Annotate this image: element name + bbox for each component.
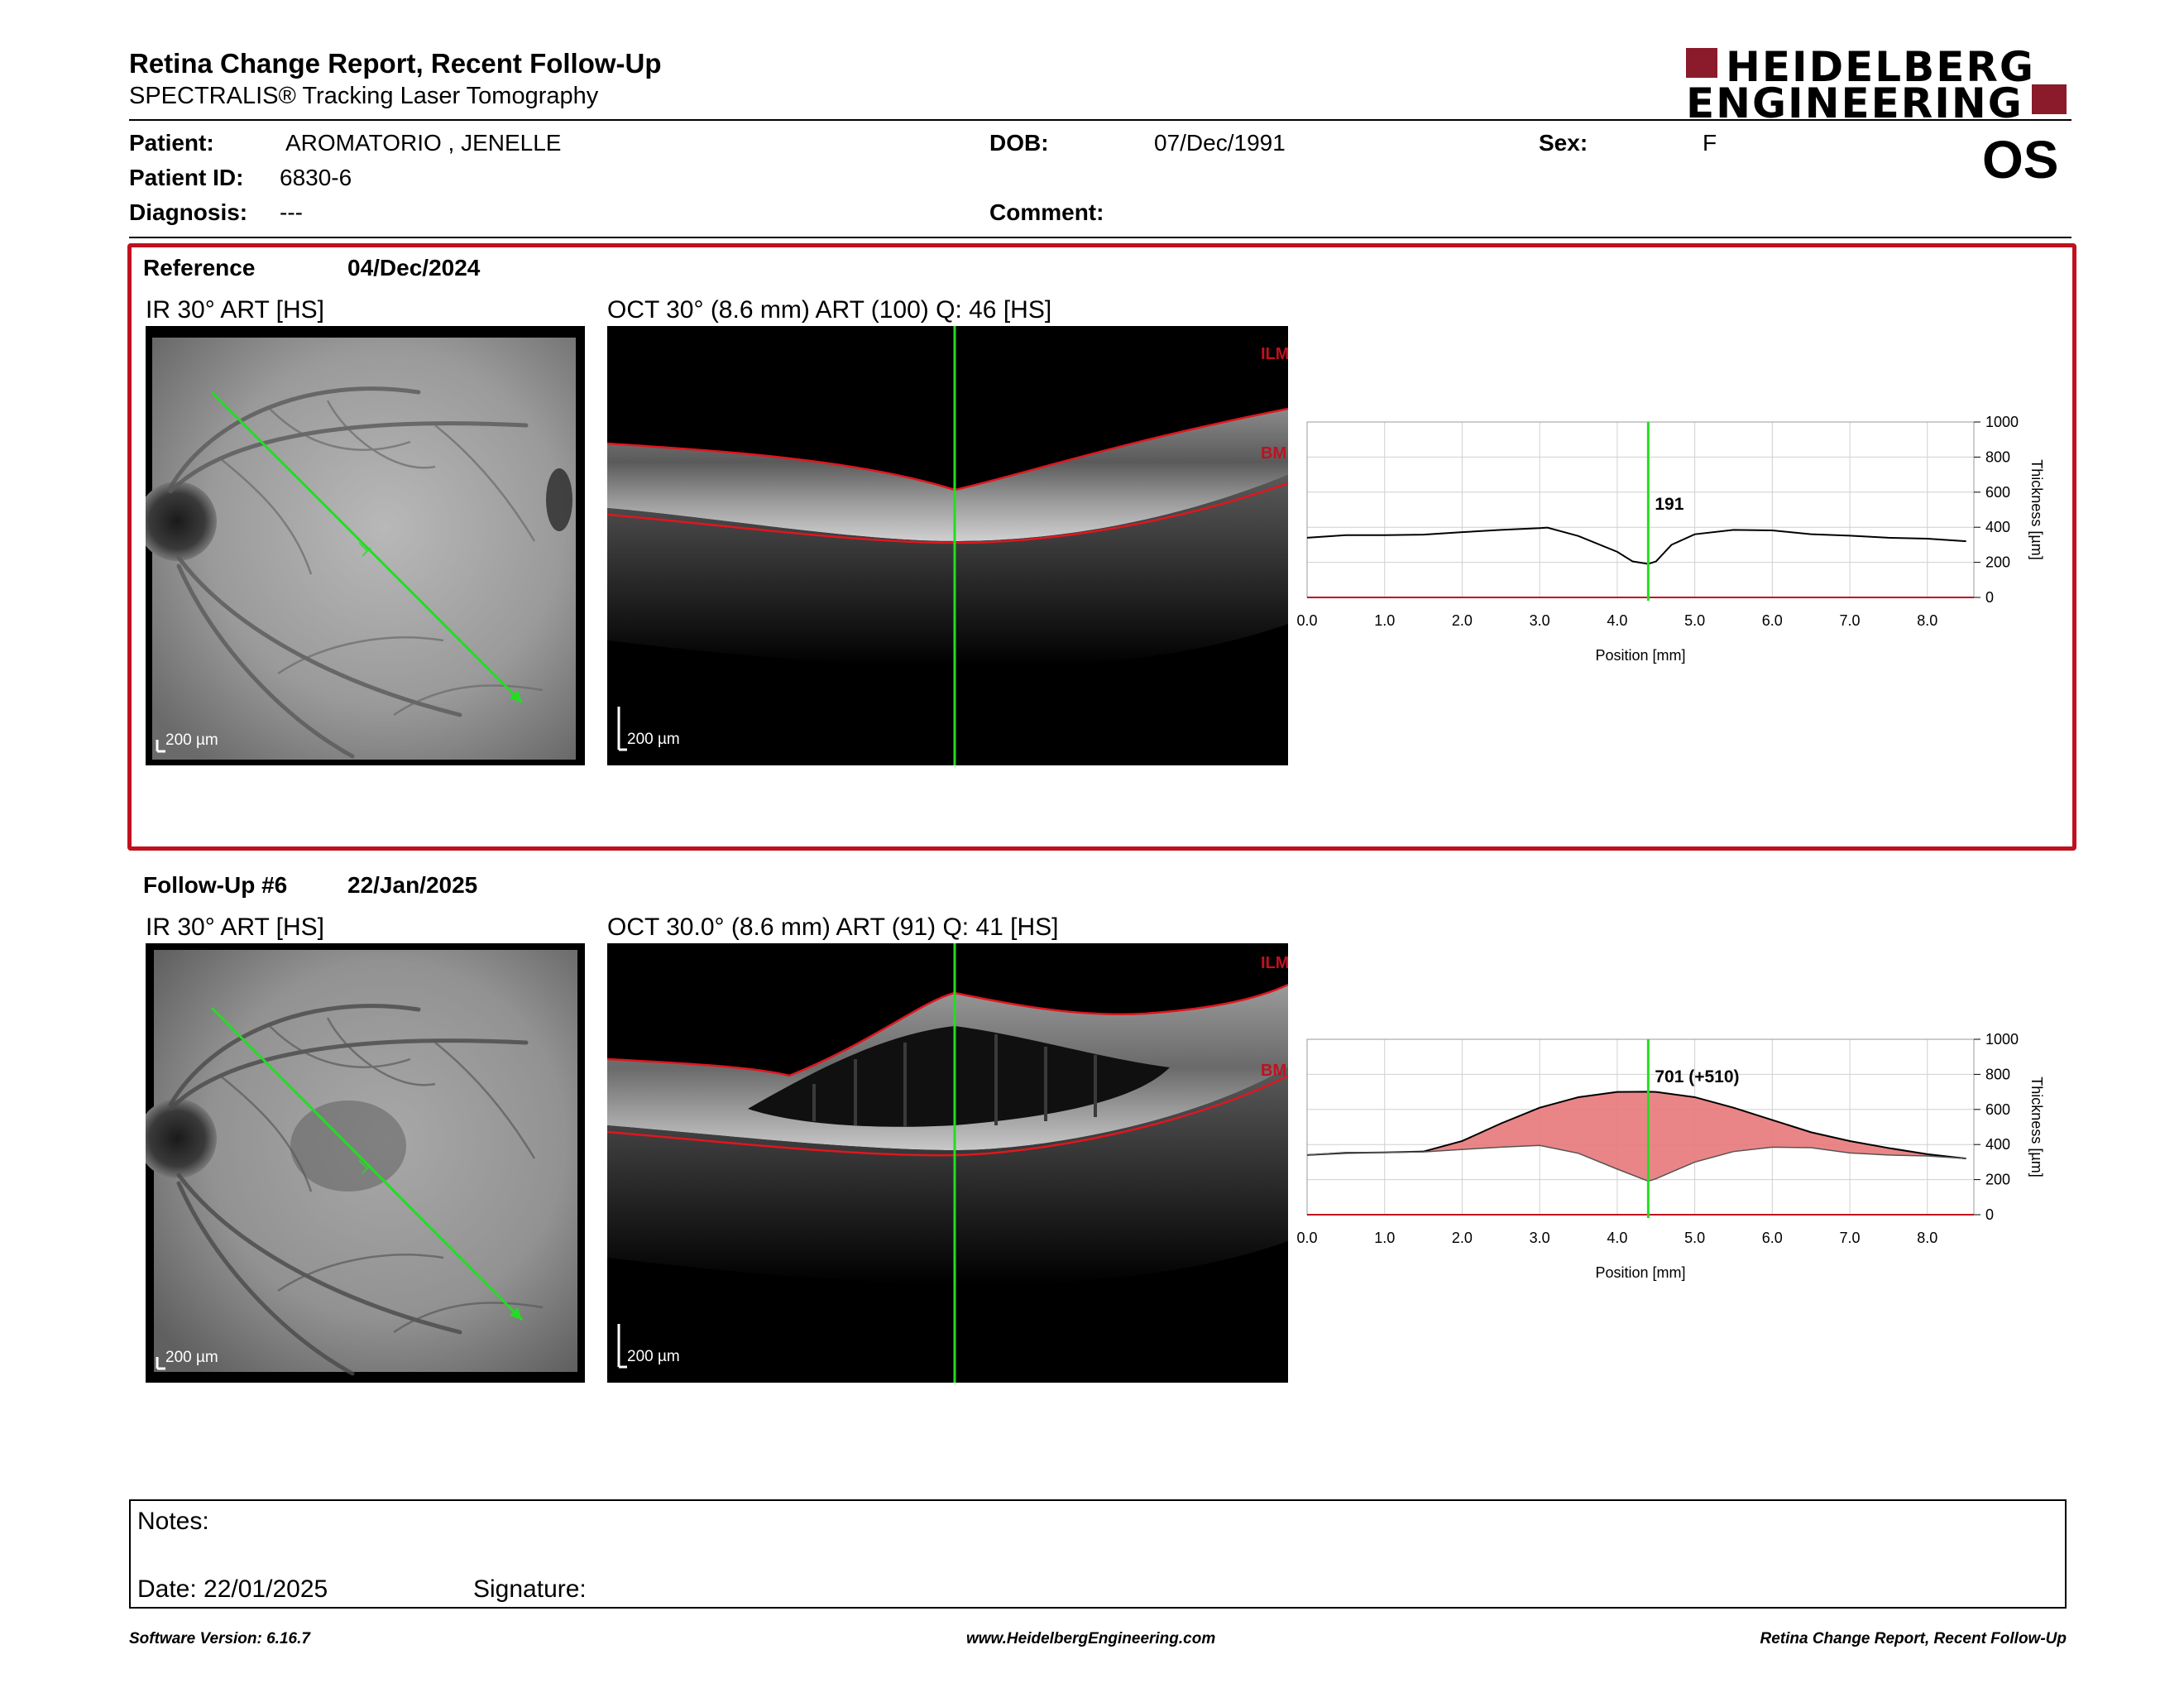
reference-thickness-chart: 0 200 400 600 800 1000 Thickness [µm] 0.0 1.0 2.0… bbox=[1291, 405, 2085, 687]
fu-chart-xtick-label: 8.0 bbox=[1917, 1230, 1937, 1246]
sex-label: Sex: bbox=[1539, 130, 1588, 156]
ref-chart-ytick-label: 200 bbox=[1985, 554, 2010, 571]
ref-chart-xtick-label: 0.0 bbox=[1296, 612, 1317, 629]
dob-value: 07/Dec/1991 bbox=[1154, 130, 1286, 156]
ref-chart-plot-frame bbox=[1306, 421, 1975, 598]
fu-chart-ytick-label: 200 bbox=[1985, 1172, 2010, 1188]
fu-chart-value-label: 701 (+510) bbox=[1655, 1067, 1739, 1086]
fu-chart-xtick-label: 5.0 bbox=[1684, 1230, 1705, 1246]
ref-chart-xlabel: Position [mm] bbox=[1595, 647, 1685, 664]
ref-chart-ylabel: Thickness [µm] bbox=[2028, 459, 2045, 559]
followup-oct-image[interactable]: ILM BM 200 µm bbox=[607, 943, 1288, 1383]
fu-chart-xtick-label: 1.0 bbox=[1374, 1230, 1395, 1246]
ref-chart-xtick-label: 1.0 bbox=[1374, 612, 1395, 629]
ref-chart-ytick-label: 800 bbox=[1985, 448, 2010, 465]
reference-ilm-label: ILM bbox=[1261, 345, 1288, 363]
followup-date: 22/Jan/2025 bbox=[347, 872, 478, 898]
fu-chart-ytick-label: 400 bbox=[1985, 1136, 2010, 1153]
followup-ilm-label: ILM bbox=[1261, 954, 1288, 972]
ref-chart-ytick-label: 400 bbox=[1985, 519, 2010, 535]
diagnosis-label: Diagnosis: bbox=[129, 199, 248, 225]
header-divider bbox=[129, 119, 2071, 121]
followup-thickness-chart: 0 200 400 600 800 1000 Thickness [µm] 0.0 1.0 2.0… bbox=[1291, 1023, 2085, 1304]
ref-chart-value-label: 191 bbox=[1655, 495, 1684, 514]
ref-chart-xtick-label: 4.0 bbox=[1607, 612, 1627, 629]
fu-chart-ytick-label: 800 bbox=[1985, 1066, 2010, 1082]
reference-label: Reference bbox=[143, 255, 256, 281]
followup-oct-caption: OCT 30.0° (8.6 mm) ART (91) Q: 41 [HS] bbox=[607, 914, 1059, 941]
patient-label: Patient: bbox=[129, 130, 214, 156]
website-link[interactable]: www.HeidelbergEngineering.com bbox=[966, 1630, 1216, 1647]
report-subtitle: SPECTRALIS® Tracking Laser Tomography bbox=[129, 83, 599, 109]
sex-value: F bbox=[1703, 130, 1717, 156]
report-title: Retina Change Report, Recent Follow-Up bbox=[129, 48, 662, 79]
reference-oct-image[interactable]: ILM BM 200 µm bbox=[607, 326, 1288, 765]
fu-chart-xtick-label: 0.0 bbox=[1296, 1230, 1317, 1246]
ref-chart-xtick-label: 2.0 bbox=[1452, 612, 1473, 629]
dob-label: DOB: bbox=[989, 130, 1049, 156]
diagnosis-value: --- bbox=[280, 199, 303, 225]
reference-oct-caption: OCT 30° (8.6 mm) ART (100) Q: 46 [HS] bbox=[607, 296, 1052, 324]
fu-chart-change-area bbox=[1307, 1091, 1966, 1182]
fu-chart-xtick-label: 3.0 bbox=[1530, 1230, 1550, 1246]
reference-ir-image[interactable]: 200 µm bbox=[146, 326, 585, 765]
eye-indicator: OS bbox=[1982, 130, 2059, 189]
notes-box[interactable]: Notes: Date: 22/01/2025 Signature: bbox=[129, 1499, 2067, 1609]
signature-field: Signature: bbox=[473, 1575, 587, 1603]
reference-ir-caption: IR 30° ART [HS] bbox=[146, 296, 324, 324]
followup-label: Follow-Up #6 bbox=[143, 872, 288, 898]
fu-chart-xtick-label: 4.0 bbox=[1607, 1230, 1627, 1246]
patient-name: AROMATORIO , JENELLE bbox=[285, 130, 562, 156]
reference-date: 04/Dec/2024 bbox=[347, 255, 481, 281]
ref-chart-xtick-label: 7.0 bbox=[1840, 612, 1861, 629]
followup-ir-caption: IR 30° ART [HS] bbox=[146, 914, 324, 941]
patient-id: 6830-6 bbox=[280, 165, 352, 190]
fu-chart-xtick-label: 7.0 bbox=[1840, 1230, 1861, 1246]
ref-chart-xtick-label: 3.0 bbox=[1530, 612, 1550, 629]
reference-oct-scale: 200 µm bbox=[627, 731, 680, 748]
footer-report-name: Retina Change Report, Recent Follow-Up bbox=[1760, 1630, 2067, 1647]
reference-bm-label: BM bbox=[1261, 444, 1286, 463]
software-version: Software Version: 6.16.7 bbox=[129, 1630, 310, 1647]
fu-chart-ytick-label: 600 bbox=[1985, 1101, 2010, 1118]
followup-ir-image[interactable]: 200 µm bbox=[146, 943, 585, 1383]
fu-chart-ytick-label: 0 bbox=[1985, 1206, 1994, 1223]
ref-chart-ytick-label: 600 bbox=[1985, 484, 2010, 501]
followup-bm-label: BM bbox=[1261, 1062, 1286, 1080]
patient-id-label: Patient ID: bbox=[129, 165, 244, 190]
fu-chart-xlabel: Position [mm] bbox=[1595, 1264, 1685, 1281]
heidelberg-logo: HEIDELBERG ENGINEERING bbox=[1686, 46, 2067, 124]
ref-chart-xtick-label: 5.0 bbox=[1684, 612, 1705, 629]
ref-chart-xtick-label: 8.0 bbox=[1917, 612, 1937, 629]
ref-chart-thickness-line bbox=[1306, 526, 1966, 565]
comment-label: Comment: bbox=[989, 199, 1104, 225]
followup-oct-scale: 200 µm bbox=[627, 1348, 680, 1365]
notes-label: Notes: bbox=[137, 1508, 209, 1535]
date-field: Date: 22/01/2025 bbox=[137, 1575, 328, 1603]
ref-chart-xtick-label: 6.0 bbox=[1762, 612, 1783, 629]
fu-chart-ylabel: Thickness [µm] bbox=[2028, 1077, 2045, 1177]
ref-chart-ytick-label: 1000 bbox=[1985, 414, 2019, 430]
followup-ir-scale: 200 µm bbox=[165, 1349, 218, 1366]
fu-chart-ytick-label: 1000 bbox=[1985, 1031, 2019, 1048]
reference-frame bbox=[127, 243, 2076, 851]
fu-chart-xtick-label: 6.0 bbox=[1762, 1230, 1783, 1246]
ref-chart-ytick-label: 0 bbox=[1985, 589, 1994, 606]
patient-divider bbox=[129, 237, 2071, 238]
reference-ir-scale: 200 µm bbox=[165, 731, 218, 749]
fu-chart-xtick-label: 2.0 bbox=[1452, 1230, 1473, 1246]
